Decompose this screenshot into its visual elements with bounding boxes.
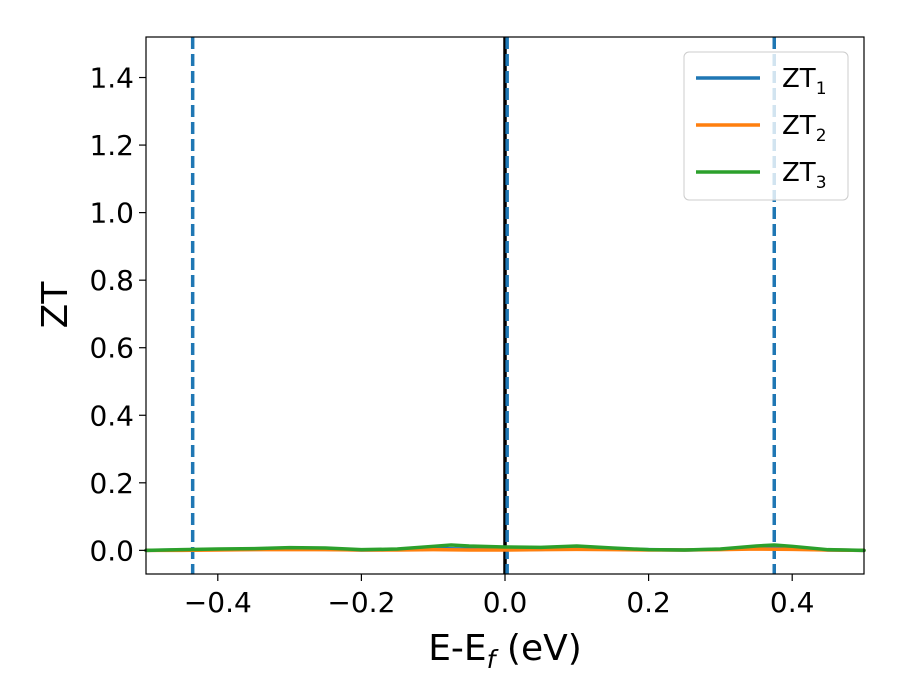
- y-tick-label: 0.0: [89, 534, 134, 567]
- y-axis-label: ZT: [35, 281, 76, 329]
- y-tick-label: 1.0: [89, 197, 134, 230]
- x-axis: −0.4 −0.2 0.0 0.2 0.4: [184, 574, 815, 619]
- y-tick-label: 0.6: [89, 332, 134, 365]
- x-tick-label: 0.0: [483, 586, 528, 619]
- x-tick-label: 0.2: [626, 586, 671, 619]
- x-tick-label: −0.2: [327, 586, 395, 619]
- y-tick-label: 0.4: [89, 399, 134, 432]
- legend-label-subscript: 1: [816, 79, 827, 99]
- y-tick-label: 1.4: [89, 62, 134, 95]
- legend-label-subscript: 3: [816, 173, 827, 193]
- x-tick-label: 0.4: [770, 586, 815, 619]
- legend-label-zt3: ZT3: [782, 158, 827, 193]
- y-tick-label: 0.2: [89, 467, 134, 500]
- legend-label-subscript: 2: [816, 126, 827, 146]
- legend-label-zt2: ZT2: [782, 111, 827, 146]
- x-tick-label: −0.4: [184, 586, 252, 619]
- legend-label-main: ZT: [782, 64, 816, 94]
- legend-label-main: ZT: [782, 111, 816, 141]
- legend-box: [683, 51, 849, 201]
- y-axis: 0.0 0.2 0.4 0.6 0.8 1.0 1.2 1.4: [89, 62, 146, 567]
- legend-label-main: ZT: [782, 158, 816, 188]
- x-axis-label-unit: (eV): [495, 628, 581, 669]
- y-tick-label: 1.2: [89, 129, 134, 162]
- y-tick-label: 0.8: [89, 264, 134, 297]
- series-lines: [144, 543, 866, 553]
- x-axis-label-main: E-E: [428, 628, 486, 669]
- series-line-zt3: [144, 543, 866, 553]
- x-axis-label: E-Ef (eV): [428, 628, 582, 674]
- legend-label-zt1: ZT1: [782, 64, 827, 99]
